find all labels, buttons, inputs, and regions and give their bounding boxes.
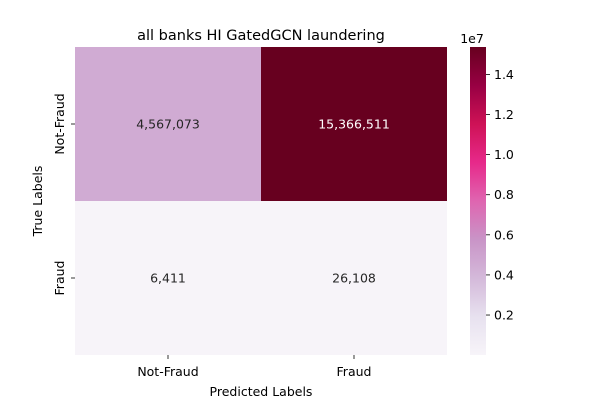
colorbar-ticks: 0.2 0.4 0.6 0.8 1.0 1.2 1.4: [486, 67, 514, 323]
colorbar-tick-label: 0.2: [494, 308, 514, 323]
colorbar-tick-label: 0.6: [494, 227, 514, 242]
colorbar-tick-label: 1.2: [494, 107, 514, 122]
heatmap-cell-r1-c1: [261, 201, 447, 355]
colorbar-tick-label: 1.4: [494, 67, 514, 82]
heatmap-cell-r0-c0: [75, 47, 261, 201]
x-tick-label: Fraud: [337, 364, 372, 379]
y-axis: Not-Fraud Fraud: [52, 93, 75, 295]
heatmap-cell-labels: 4,567,073 15,366,511 6,411 26,108: [136, 117, 390, 286]
colorbar-tick-label: 1.0: [494, 147, 514, 162]
y-tick-label: Fraud: [52, 261, 67, 296]
colorbar-multiplier: 1e7: [460, 31, 484, 46]
x-axis: Not-Fraud Fraud: [137, 355, 371, 379]
heatmap-cell-r0-c1: [261, 47, 447, 201]
colorbar-tick-label: 0.8: [494, 187, 514, 202]
cell-value-label: 6,411: [150, 271, 186, 286]
colorbar: 1e7 0.2 0.4 0.6 0.8 1.0 1.2 1.4: [460, 31, 514, 355]
y-tick-label: Not-Fraud: [52, 93, 67, 154]
colorbar-gradient: [470, 47, 486, 355]
colorbar-tick-label: 0.4: [494, 267, 514, 282]
x-tick-label: Not-Fraud: [137, 364, 198, 379]
heatmap-cell-r1-c0: [75, 201, 261, 355]
x-axis-label: Predicted Labels: [210, 384, 313, 399]
cell-value-label: 4,567,073: [136, 117, 200, 132]
cell-value-label: 26,108: [332, 271, 376, 286]
cell-value-label: 15,366,511: [318, 117, 390, 132]
y-axis-label: True Labels: [30, 166, 45, 238]
chart-title: all banks HI GatedGCN laundering: [137, 28, 385, 44]
heatmap-cells: [75, 47, 447, 355]
